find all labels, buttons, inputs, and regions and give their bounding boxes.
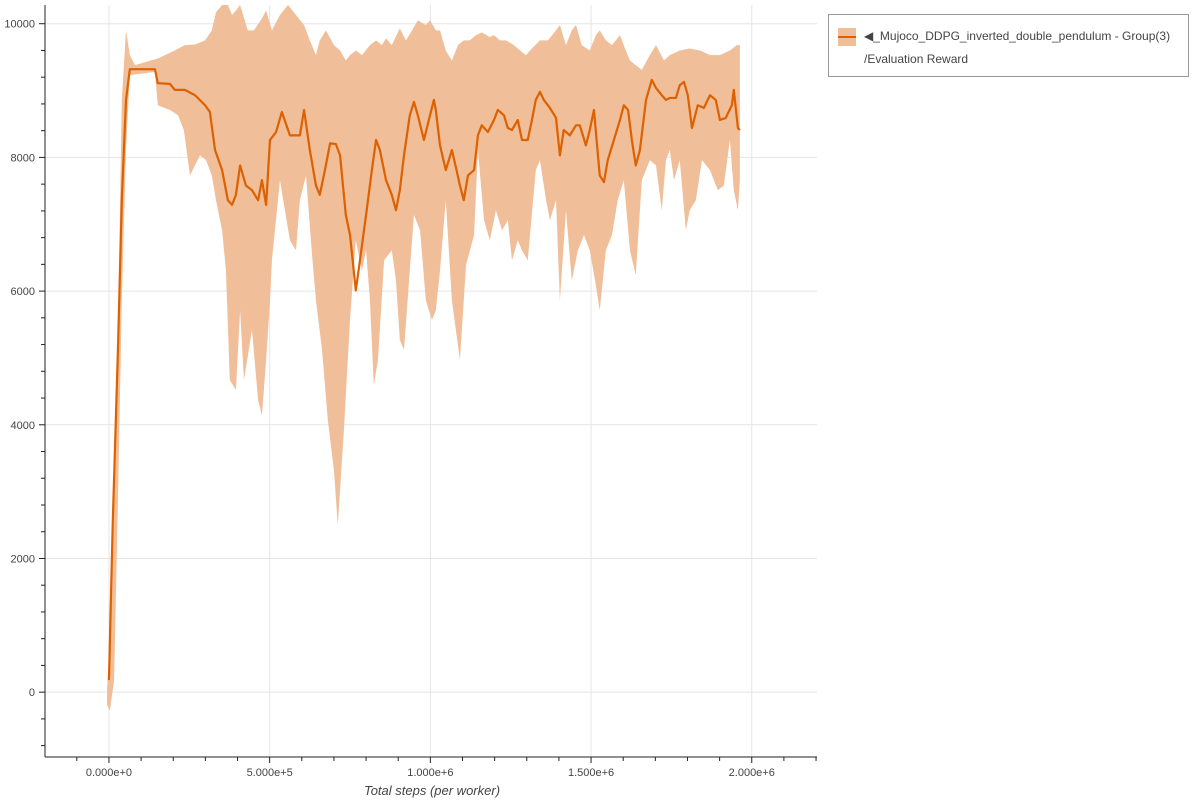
line-layer [107, 68, 741, 681]
x-axis-title: Total steps (per worker) [364, 783, 500, 798]
legend-label-metric: /Evaluation Reward [864, 52, 969, 66]
y-tick-label: 8000 [11, 152, 35, 164]
mean-reward-line [107, 68, 741, 681]
x-tick-label: 1.500e+6 [568, 767, 614, 779]
legend[interactable]: ◀_Mujoco_DDPG_inverted_double_pendulum -… [828, 14, 1189, 77]
y-tick-label: 10000 [4, 19, 35, 31]
x-tick-label: 1.000e+6 [407, 767, 453, 779]
legend-swatch-icon [838, 28, 856, 46]
y-tick-label: 2000 [11, 553, 35, 565]
y-tick-label: 0 [29, 687, 35, 699]
y-tick-label: 4000 [11, 420, 35, 432]
y-tick-label: 6000 [11, 286, 35, 298]
legend-label: ◀_Mujoco_DDPG_inverted_double_pendulum -… [864, 29, 1171, 43]
x-tick-label: 0.000e+0 [86, 767, 132, 779]
band-layer [107, 5, 740, 711]
confidence-band [107, 5, 740, 711]
x-tick-label: 5.000e+5 [247, 767, 293, 779]
axes: 0.000e+0 5.000e+5 1.000e+6 1.500e+6 2.000e+6… [4, 5, 817, 779]
x-tick-label: 2.000e+6 [729, 767, 775, 779]
